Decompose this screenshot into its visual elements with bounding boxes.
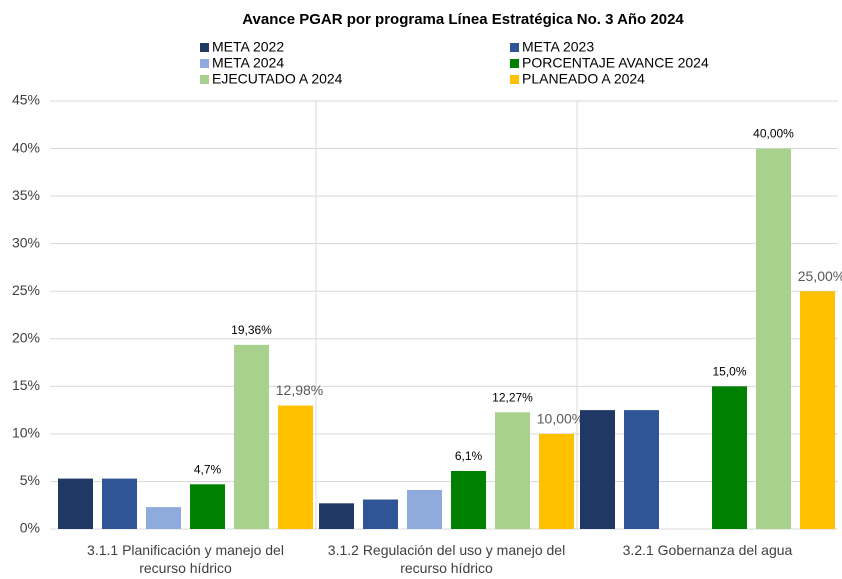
bar [146, 507, 181, 529]
legend-label: META 2024 [212, 55, 284, 71]
legend-label: EJECUTADO A 2024 [212, 71, 343, 87]
y-tick-label: 25% [12, 282, 40, 298]
data-label: 10,00% [537, 411, 584, 427]
chart-title: Avance PGAR por programa Línea Estratégi… [242, 11, 684, 28]
data-label: 12,27% [492, 390, 533, 404]
bar [407, 490, 442, 529]
bar [712, 386, 747, 529]
legend-label: META 2022 [212, 39, 284, 55]
bar [800, 291, 835, 529]
y-tick-label: 35% [12, 187, 40, 203]
y-tick-label: 45% [12, 92, 40, 108]
data-label: 6,1% [455, 449, 483, 463]
data-label: 19,36% [231, 323, 272, 337]
y-tick-label: 30% [12, 234, 40, 250]
bar [495, 412, 530, 529]
bar [624, 410, 659, 529]
legend-swatch [510, 43, 519, 52]
bar [58, 478, 93, 529]
legend-swatch [510, 75, 519, 84]
legend-swatch [200, 75, 209, 84]
bar [363, 499, 398, 529]
legend-swatch [200, 59, 209, 68]
data-label: 40,00% [753, 127, 794, 141]
x-tick-label: 3.1.1 Planificación y manejo del recurso… [87, 542, 284, 576]
legend-label: META 2023 [522, 39, 594, 55]
bar [190, 484, 225, 529]
y-tick-label: 10% [12, 425, 40, 441]
bar [234, 344, 269, 529]
x-tick-label: 3.2.1 Gobernanza del agua [622, 542, 793, 558]
y-tick-label: 15% [12, 377, 40, 393]
bar [539, 433, 574, 529]
data-label: 4,7% [194, 462, 222, 476]
bar [102, 478, 137, 529]
bar [451, 470, 486, 529]
x-tick-label: 3.1.2 Regulación del uso y manejo del re… [327, 542, 566, 576]
data-label: 12,98% [276, 382, 323, 398]
y-tick-label: 5% [20, 472, 40, 488]
data-label: 15,0% [712, 365, 746, 379]
bar [278, 405, 313, 529]
y-tick-label: 0% [20, 520, 40, 536]
data-label: 25,00% [798, 268, 842, 284]
bar [319, 503, 354, 529]
legend-swatch [200, 43, 209, 52]
bar [756, 148, 791, 530]
legend-label: PORCENTAJE AVANCE 2024 [522, 55, 709, 71]
bar [580, 410, 615, 529]
y-tick-label: 20% [12, 329, 40, 345]
legend-swatch [510, 59, 519, 68]
legend-label: PLANEADO A 2024 [522, 71, 645, 87]
y-tick-label: 40% [12, 139, 40, 155]
